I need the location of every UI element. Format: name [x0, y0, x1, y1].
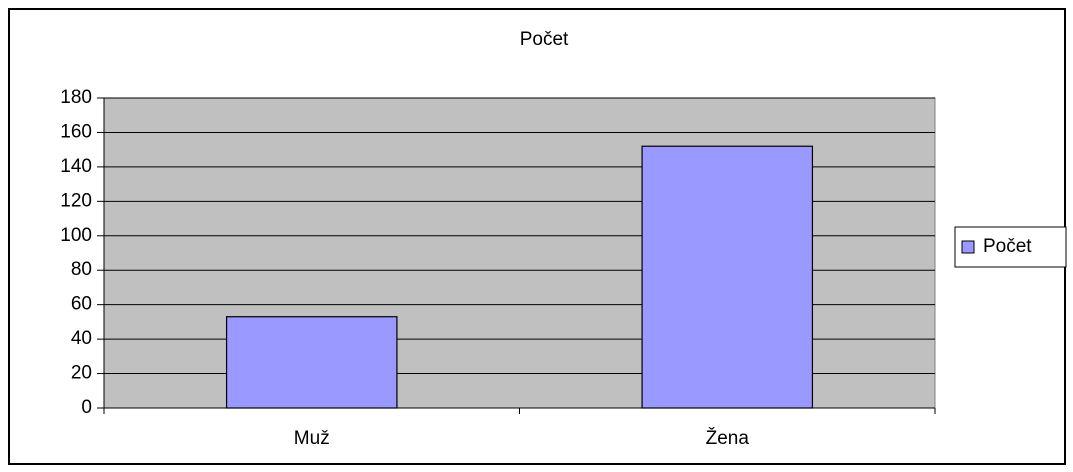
y-tick-label: 180	[60, 87, 92, 108]
x-tick-label: Muž	[294, 428, 330, 449]
legend-label: Počet	[983, 236, 1032, 257]
x-tick-label: Žena	[706, 427, 750, 449]
bar	[225, 316, 398, 409]
y-tick-label: 120	[60, 190, 92, 211]
y-tick-label: 60	[71, 294, 92, 315]
y-tick-label: 40	[71, 328, 92, 349]
y-tick-label: 20	[71, 363, 92, 384]
chart-title: Počet	[520, 29, 569, 50]
y-tick-label: 100	[60, 225, 92, 246]
legend-box	[954, 226, 1067, 268]
y-tick-label: 160	[60, 121, 92, 142]
y-tick-label: 80	[71, 259, 92, 280]
y-tick-label: 140	[60, 156, 92, 177]
bar	[641, 145, 814, 409]
y-tick-label: 0	[81, 397, 92, 418]
legend-swatch	[961, 240, 975, 254]
